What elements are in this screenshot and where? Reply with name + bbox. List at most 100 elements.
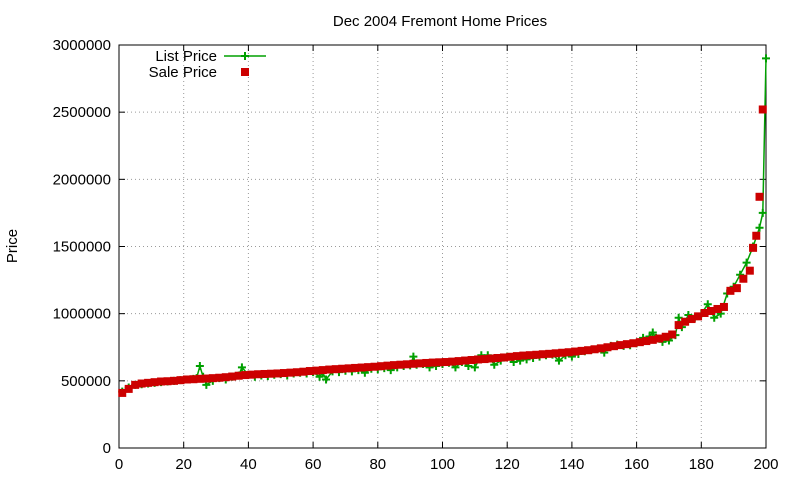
sale-price-point [493,353,502,362]
sale-price-point [364,363,373,372]
sale-price-point [749,243,758,252]
sale-price-point [661,332,670,341]
y-tick-label: 2500000 [53,104,111,121]
x-tick-label: 160 [624,456,649,473]
sale-price-point [338,364,347,373]
sale-price-point [344,364,353,373]
sale-price-point [668,330,677,339]
sale-price-point [312,366,321,375]
sale-price-point [758,105,767,114]
sale-price-point [202,374,211,383]
sale-price-point [755,192,764,201]
legend-marker-sale-price [241,68,249,76]
sale-price-point [318,366,327,375]
sale-price-point [532,350,541,359]
sale-price-point [538,350,547,359]
sale-price-point [195,374,204,383]
sale-price-point [137,379,146,388]
sale-price-point [577,346,586,355]
sale-price-point [739,274,748,283]
legend-label-sale-price: Sale Price [149,64,217,81]
sale-price-point [454,357,463,366]
sale-price-point [241,371,250,380]
sale-price-point [157,377,166,386]
list-price-point [648,328,657,337]
sale-price-point [694,312,703,321]
sale-price-point [273,369,282,378]
list-price-point [762,54,770,63]
x-tick-label: 180 [689,456,714,473]
sale-price-point [616,341,625,350]
sale-price-point [519,351,528,360]
sale-price-point [292,368,301,377]
list-price-point [409,352,418,361]
sale-price-point [402,360,411,369]
sale-price-point [254,370,263,379]
x-tick-label: 120 [495,456,520,473]
sale-price-point [551,349,560,358]
y-tick-label: 3000000 [53,37,111,54]
sale-price-point [176,376,185,385]
chart-title: Dec 2004 Fremont Home Prices [333,13,547,30]
sale-price-point [267,369,276,378]
sale-price-point [325,365,334,374]
sale-price-point [726,286,735,295]
x-tick-label: 0 [115,456,123,473]
sale-price-point [525,351,534,360]
sale-price-point [681,317,690,326]
sale-price-point [745,266,754,275]
y-tick-label: 1000000 [53,306,111,323]
sale-price-point [228,372,237,381]
sale-price-point [719,302,728,311]
sale-price-point [389,361,398,370]
y-tick-label: 500000 [61,373,111,390]
list-price-point [322,375,331,384]
axis-ticks: 0 20 40 60 80 100 120 140 160 180 200 0 500000 100000… [53,37,779,473]
legend-label-list-price: List Price [155,48,217,65]
sale-price-point [648,335,657,344]
sale-price-point [299,367,308,376]
sale-price-point [169,376,178,385]
sale-price-point [124,384,133,393]
sale-price-point [597,344,606,353]
y-axis-label: Price [4,229,21,263]
sale-price-point [383,361,392,370]
list-price-point [195,362,204,371]
list-price-point [470,363,479,372]
sale-price-point [208,374,217,383]
sale-price-point [584,346,593,355]
sale-price-point [499,353,508,362]
sale-price-point [700,308,709,317]
series-layer [118,54,770,397]
sale-price-point [545,349,554,358]
sale-price-point [189,375,198,384]
sale-price-point [415,359,424,368]
sale-price-point [752,231,761,240]
sale-price-point [687,315,696,324]
sale-price-point [163,377,172,386]
sale-price-point [609,342,618,351]
sale-price-point [428,358,437,367]
sale-price-point [512,352,521,361]
x-tick-label: 100 [430,456,455,473]
sale-price-point [642,337,651,346]
sale-price-point [467,356,476,365]
sale-price-point [370,362,379,371]
sale-price-point [215,373,224,382]
y-tick-label: 0 [103,440,111,457]
x-tick-label: 60 [305,456,322,473]
sale-price-point [377,362,386,371]
sale-price-point [655,334,664,343]
sale-price-point [571,347,580,356]
x-tick-label: 40 [240,456,257,473]
sale-price-point [474,355,483,364]
sale-price-point [713,304,722,313]
sale-price-point [674,321,683,330]
sale-price-point [221,373,230,382]
sale-price-point [247,370,256,379]
sale-price-point [506,352,515,361]
sale-price-point [558,348,567,357]
sale-price-point [182,375,191,384]
